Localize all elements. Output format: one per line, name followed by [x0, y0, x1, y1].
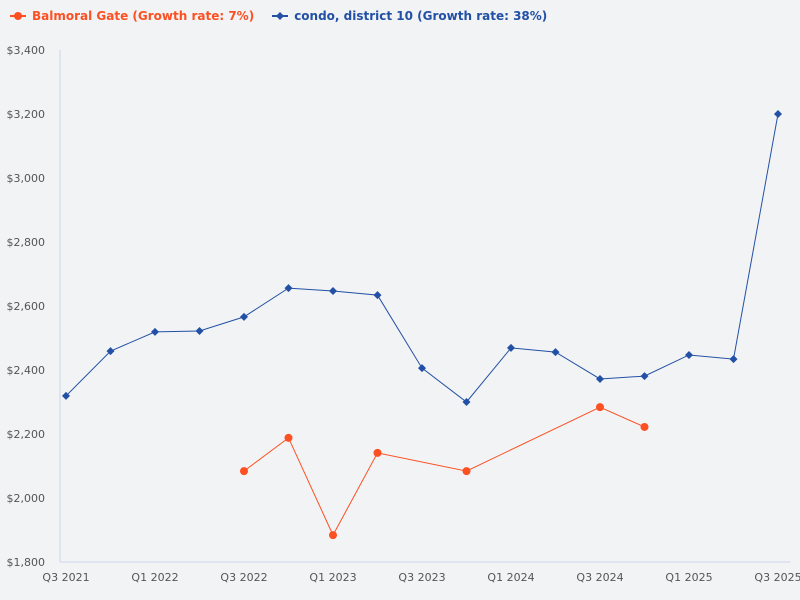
y-tick-label: $1,800 — [7, 556, 46, 569]
y-tick-label: $2,400 — [7, 364, 46, 377]
x-tick-label: Q3 2024 — [576, 571, 623, 584]
series-line-1 — [65, 113, 779, 403]
data-point — [507, 343, 515, 352]
x-tick-label: Q1 2024 — [487, 571, 534, 584]
data-point — [685, 350, 693, 359]
y-tick-label: $2,800 — [7, 236, 46, 249]
y-tick-label: $2,000 — [7, 492, 46, 505]
data-point — [240, 312, 248, 321]
x-tick-label: Q1 2023 — [309, 571, 356, 584]
legend-item-condo-district-10[interactable]: condo, district 10 (Growth rate: 38%) — [272, 9, 547, 23]
data-point — [774, 110, 782, 118]
x-tick-label: Q1 2022 — [131, 571, 178, 584]
data-point — [596, 374, 604, 383]
data-point — [284, 433, 293, 442]
y-tick-label: $2,200 — [7, 428, 46, 441]
data-point — [462, 398, 471, 406]
y-tick-label: $3,200 — [7, 108, 46, 121]
data-point — [151, 327, 159, 336]
y-tick-label: $3,000 — [7, 172, 46, 185]
legend-label: condo, district 10 (Growth rate: 38%) — [294, 9, 548, 23]
x-tick-label: Q3 2021 — [42, 571, 89, 584]
data-point — [640, 422, 649, 431]
x-tick-label: Q3 2025 — [754, 571, 800, 584]
data-point — [195, 326, 204, 335]
circle-marker-icon — [10, 12, 26, 20]
series-line-0 — [243, 406, 645, 537]
data-point — [373, 291, 382, 300]
data-point — [329, 531, 337, 540]
diamond-marker-icon — [272, 12, 289, 20]
data-point — [729, 355, 738, 364]
data-point — [240, 467, 248, 476]
legend-label: Balmoral Gate (Growth rate: 7%) — [32, 9, 255, 23]
data-point — [640, 372, 649, 381]
legend: Balmoral Gate (Growth rate: 7%) condo, d… — [10, 9, 547, 23]
data-point — [462, 467, 471, 476]
legend-item-balmoral-gate[interactable]: Balmoral Gate (Growth rate: 7%) — [10, 9, 254, 23]
data-point — [284, 284, 293, 293]
data-point — [329, 286, 337, 295]
y-tick-label: $2,600 — [7, 300, 46, 313]
data-point — [373, 448, 382, 457]
x-tick-label: Q3 2023 — [398, 571, 445, 584]
data-point — [418, 364, 426, 373]
data-point — [596, 403, 604, 412]
data-point — [62, 391, 70, 400]
x-tick-label: Q3 2022 — [220, 571, 267, 584]
data-point — [106, 347, 115, 356]
y-tick-label: $3,400 — [7, 44, 46, 57]
data-point — [551, 348, 560, 357]
x-tick-label: Q1 2025 — [665, 571, 712, 584]
